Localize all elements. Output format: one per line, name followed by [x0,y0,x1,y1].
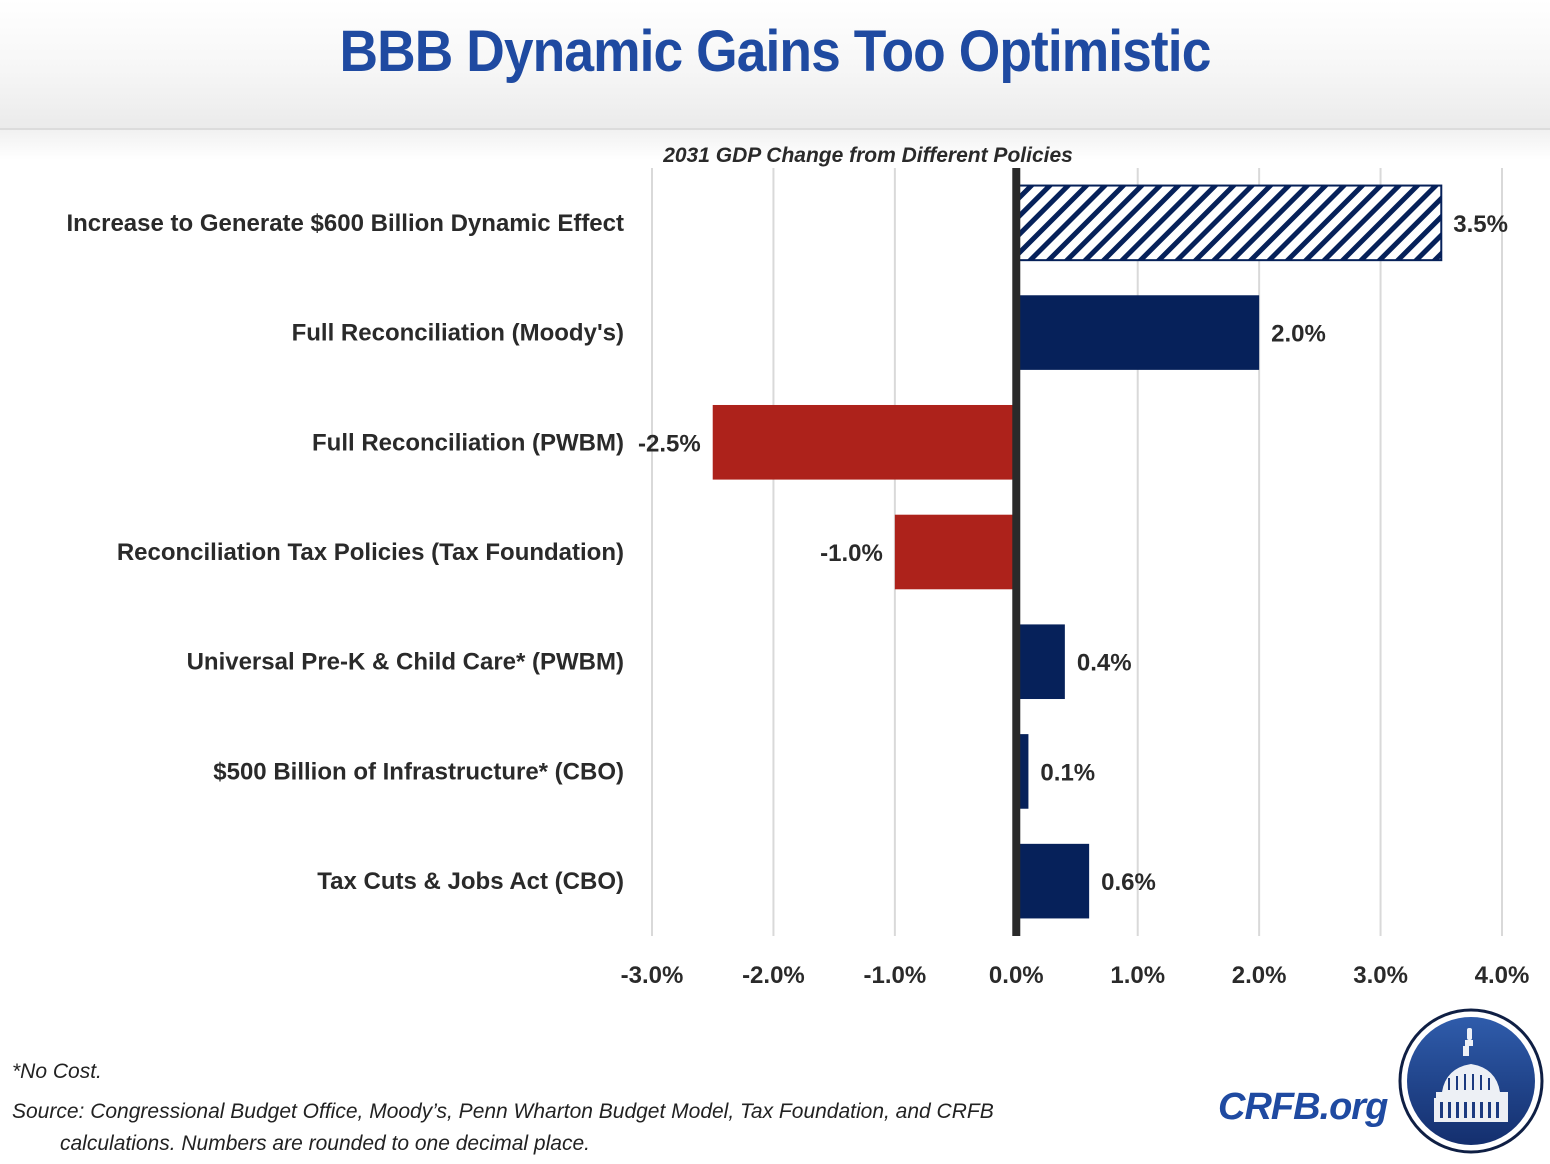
value-label: 2.0% [1271,321,1326,348]
category-labels: Increase to Generate $600 Billion Dynami… [66,210,624,895]
bar-0 [1015,184,1443,262]
value-label: 3.5% [1453,211,1508,238]
x-tick-label: 3.0% [1353,962,1408,989]
bar-6 [1016,843,1090,919]
header-banner [0,0,1550,130]
header-shadow [0,130,1550,160]
value-label: -1.0% [820,540,883,567]
value-labels: 3.5% 2.0% -2.5% -1.0% 0.4% 0.1% 0.6% [638,211,1508,896]
page-title: BBB Dynamic Gains Too Optimistic [339,19,1212,84]
footnote: *No Cost. [12,1060,102,1083]
x-tick-label: -3.0% [621,962,684,989]
source-line-1: Source: Congressional Budget Office, Moo… [12,1100,994,1123]
category-label: Increase to Generate $600 Billion Dynami… [66,210,624,237]
bar-4 [1016,624,1065,700]
x-tick-label: 2.0% [1232,962,1287,989]
category-label: Tax Cuts & Jobs Act (CBO) [317,868,624,895]
source-line-2: calculations. Numbers are rounded to one… [60,1132,590,1155]
value-label: 0.4% [1077,650,1132,677]
x-tick-label: 0.0% [989,962,1044,989]
x-tick-label: -1.0% [864,962,927,989]
gridlines [651,168,1503,936]
bar-3 [894,514,1017,590]
bar-1 [1016,295,1260,370]
category-label: Reconciliation Tax Policies (Tax Foundat… [117,539,624,566]
x-tick-label: -2.0% [742,962,805,989]
category-label: Universal Pre-K & Child Care* (PWBM) [187,649,624,676]
value-label: 0.1% [1040,759,1095,786]
bar-chart: 2031 GDP Change from Different Policies … [66,144,1530,989]
zero-line [1012,168,1021,936]
zero-axis [1012,168,1021,936]
category-label: $500 Billion of Infrastructure* (CBO) [213,758,624,785]
capitol-dome-icon [1398,1008,1544,1154]
crfb-link[interactable]: CRFB.org [1218,1086,1388,1128]
value-label: -2.5% [638,430,701,457]
x-tick-label: 1.0% [1110,962,1165,989]
x-tick-label: 4.0% [1475,962,1530,989]
source-note: Source: Congressional Budget Office, Moo… [12,1096,1122,1160]
bar-2 [712,404,1017,480]
category-label: Full Reconciliation (Moody's) [292,320,624,347]
chart-title: 2031 GDP Change from Different Policies [662,144,1073,167]
bars [712,184,1443,919]
category-label: Full Reconciliation (PWBM) [312,429,624,456]
value-label: 0.6% [1101,869,1156,896]
x-tick-labels: -3.0% -2.0% -1.0% 0.0% 1.0% 2.0% 3.0% 4.0% [621,962,1530,989]
